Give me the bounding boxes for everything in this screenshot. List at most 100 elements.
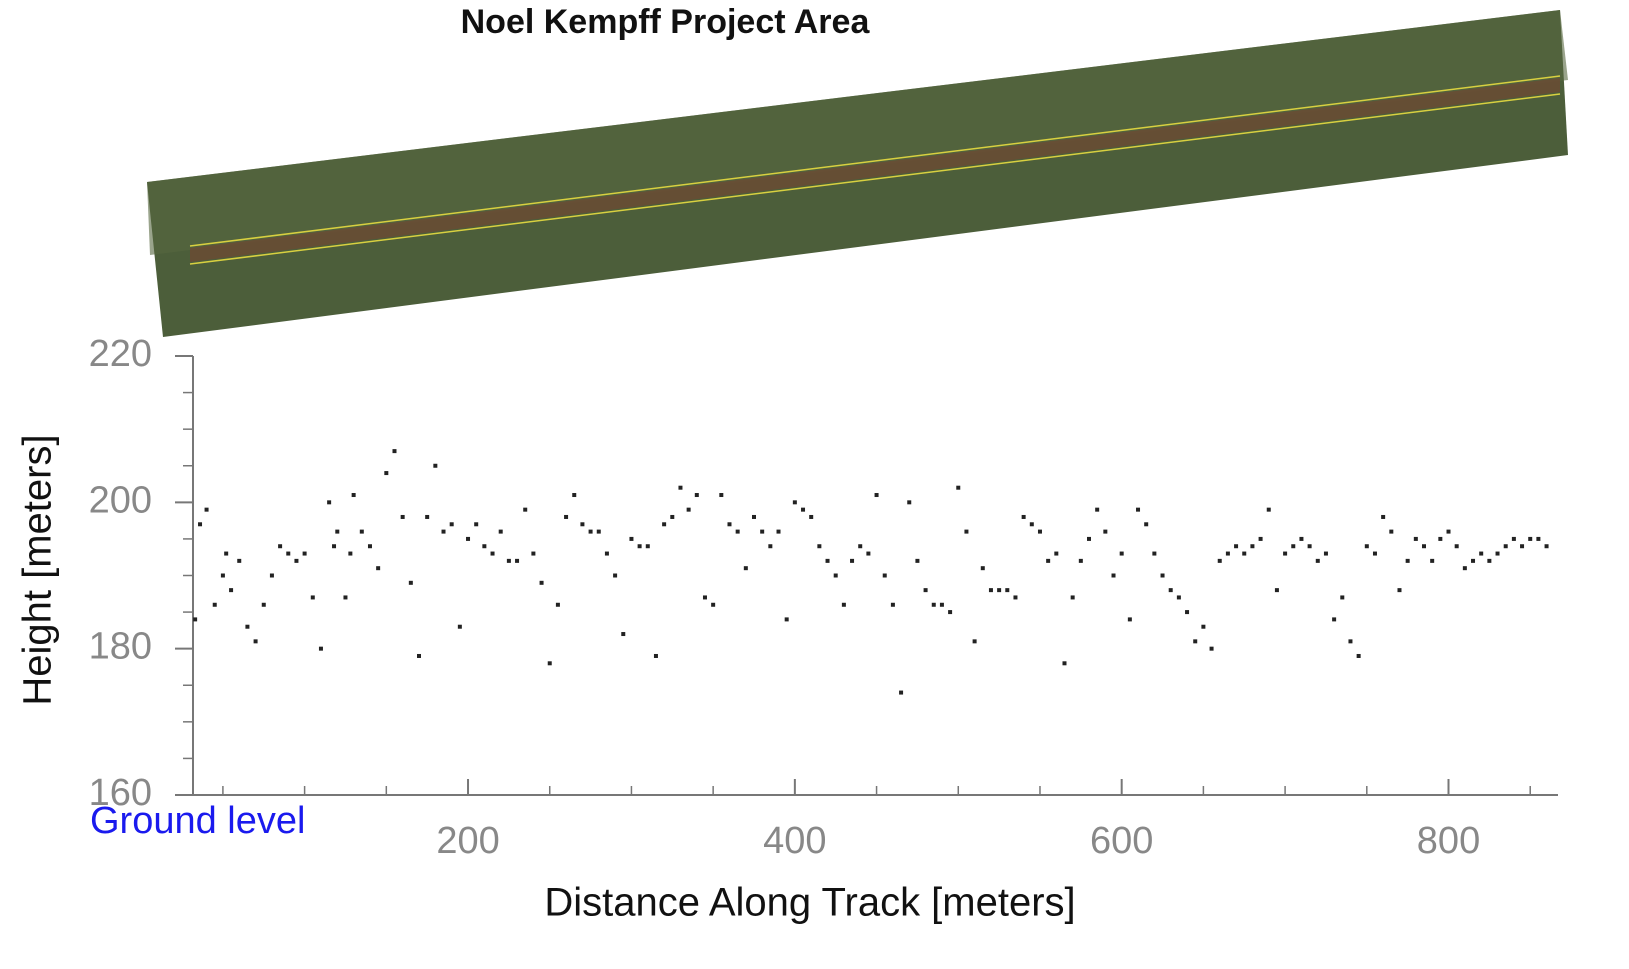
point (924, 588, 928, 592)
point (286, 552, 290, 556)
point (989, 588, 993, 592)
point (1545, 544, 1549, 548)
point (1136, 508, 1140, 512)
point (850, 559, 854, 563)
point (1536, 537, 1540, 541)
point (940, 603, 944, 607)
point (1022, 515, 1026, 519)
point (793, 500, 797, 504)
point (1512, 537, 1516, 541)
point (1071, 595, 1075, 599)
point (1054, 552, 1058, 556)
point (348, 552, 352, 556)
point (613, 574, 617, 578)
point (368, 544, 372, 548)
point (262, 603, 266, 607)
point (597, 530, 601, 534)
point (638, 544, 642, 548)
point (1193, 639, 1197, 643)
point (866, 552, 870, 556)
point (629, 537, 633, 541)
point (1062, 661, 1066, 665)
point (678, 486, 682, 490)
point (997, 588, 1001, 592)
point (507, 559, 511, 563)
point (224, 552, 228, 556)
point (899, 691, 903, 695)
point (474, 522, 478, 526)
point (1324, 552, 1328, 556)
point (352, 493, 356, 497)
point (245, 625, 249, 629)
point (907, 500, 911, 504)
point (205, 508, 209, 512)
y-tick-label: 180 (89, 626, 152, 668)
point (409, 581, 413, 585)
point (981, 566, 985, 570)
point (777, 530, 781, 534)
point (1430, 559, 1434, 563)
point (1259, 537, 1263, 541)
point (572, 493, 576, 497)
point (1152, 552, 1156, 556)
point (589, 530, 593, 534)
point (540, 581, 544, 585)
point (1479, 552, 1483, 556)
point (1079, 559, 1083, 563)
x-tick-label: 800 (1417, 820, 1480, 862)
aerial-image (147, 10, 1568, 337)
y-tick-label: 200 (89, 479, 152, 521)
point (1316, 559, 1320, 563)
point (499, 530, 503, 534)
point (1038, 530, 1042, 534)
point (1005, 588, 1009, 592)
point (229, 588, 233, 592)
point (1381, 515, 1385, 519)
point (221, 574, 225, 578)
point (948, 610, 952, 614)
point (670, 515, 674, 519)
point (1414, 537, 1418, 541)
point (1496, 552, 1500, 556)
x-tick-label: 400 (763, 820, 826, 862)
point (198, 522, 202, 526)
point (556, 603, 560, 607)
point (491, 552, 495, 556)
point (515, 559, 519, 563)
point (193, 617, 197, 621)
point (1250, 544, 1254, 548)
point (1218, 559, 1222, 563)
point (662, 522, 666, 526)
point (1087, 537, 1091, 541)
point (237, 559, 241, 563)
point (1103, 530, 1107, 534)
point (605, 552, 609, 556)
point (384, 471, 388, 475)
point (1030, 522, 1034, 526)
point (1046, 559, 1050, 563)
point (1226, 552, 1230, 556)
point (1520, 544, 1524, 548)
point (319, 647, 323, 651)
y-tick-label: 220 (89, 333, 152, 375)
point (1234, 544, 1238, 548)
point (303, 552, 307, 556)
point (711, 603, 715, 607)
point (1389, 530, 1393, 534)
point (1177, 595, 1181, 599)
point (973, 639, 977, 643)
point (466, 537, 470, 541)
point (1406, 559, 1410, 563)
point (335, 530, 339, 534)
point (760, 530, 764, 534)
chart: Noel Kempff Project Area Height [meters]… (0, 0, 1629, 964)
point (1348, 639, 1352, 643)
point (695, 493, 699, 497)
point (785, 617, 789, 621)
point (311, 595, 315, 599)
point (687, 508, 691, 512)
point (1120, 552, 1124, 556)
point (564, 515, 568, 519)
point (433, 464, 437, 468)
point (964, 530, 968, 534)
